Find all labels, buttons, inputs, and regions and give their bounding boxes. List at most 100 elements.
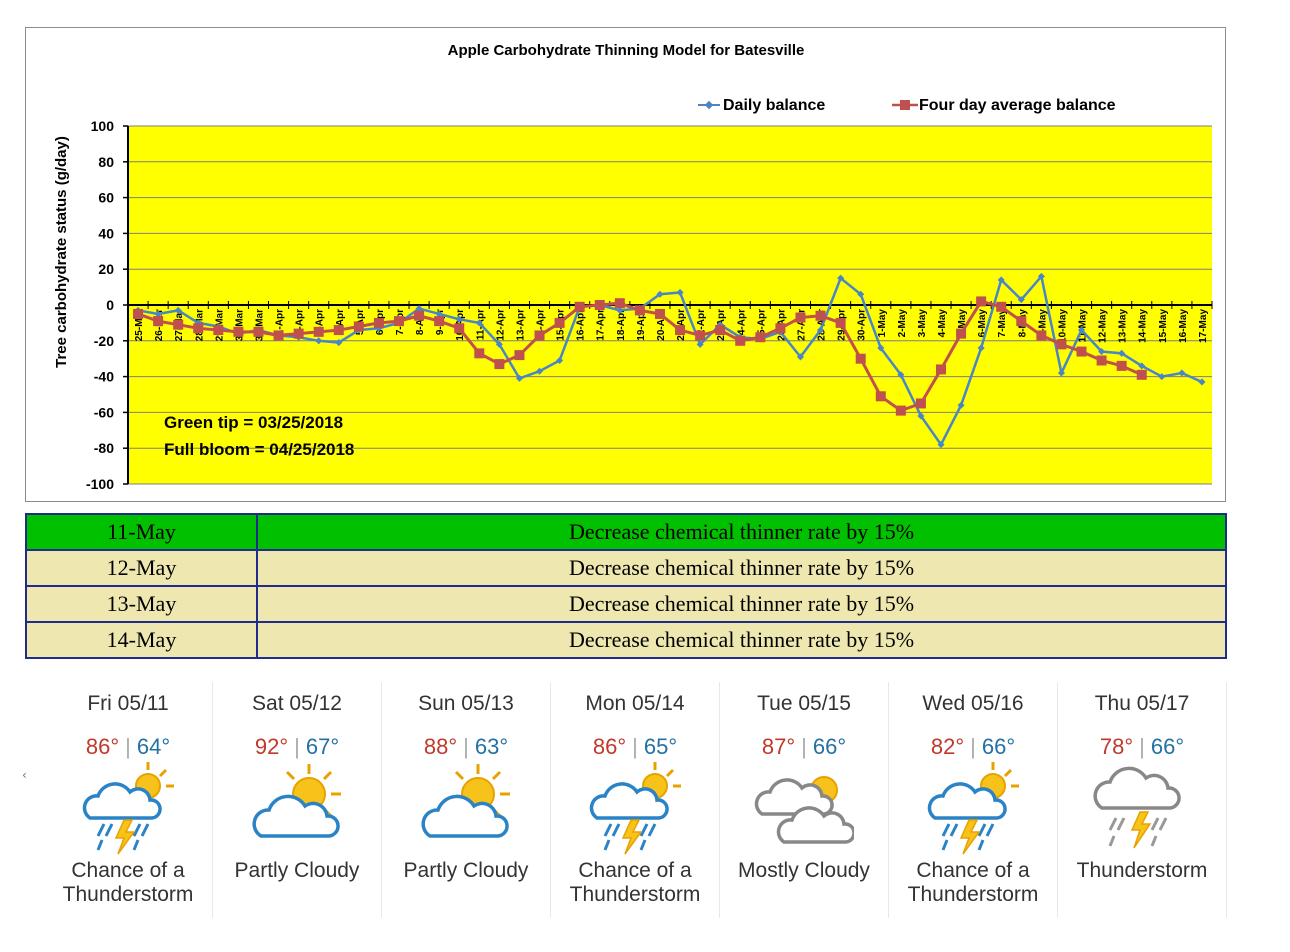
forecast-day[interactable]: Wed 05/16 82° | 66° Chance of a Thunderstorm	[889, 682, 1058, 918]
average-point	[333, 325, 344, 336]
fade-overlay	[382, 910, 550, 918]
average-point	[574, 301, 585, 312]
x-tick-label: 25-Apr	[756, 309, 767, 341]
x-tick-label: 18-Apr	[616, 309, 627, 341]
daily-point	[696, 340, 704, 348]
forecast-condition: Mostly Cloudy	[720, 859, 888, 883]
temp-divider: |	[632, 734, 638, 759]
high-temp: 87°	[761, 734, 796, 759]
legend: Daily balance Four day average balance	[698, 97, 1116, 114]
series-lines	[133, 272, 1206, 449]
average-point	[1056, 339, 1067, 350]
x-tick-label: 27-Apr	[796, 309, 807, 341]
daily-point	[475, 319, 483, 327]
x-tick-label: 16-May	[1178, 309, 1189, 343]
average-point	[373, 317, 384, 328]
carbohydrate-line-chart: Apple Carbohydrate Thinning Model for Ba…	[53, 42, 1213, 492]
average-point	[996, 301, 1007, 312]
condition-line-1: Chance of a	[578, 859, 692, 882]
full-bloom-annotation: Full bloom = 04/25/2018	[164, 440, 354, 459]
forecast-day[interactable]: Sun 05/13 88° | 63° Partly Cloudy	[382, 682, 551, 918]
forecast-day[interactable]: Mon 05/14 86° | 65° Chance of a Thunderstorm	[551, 682, 720, 918]
temp-divider: |	[970, 734, 976, 759]
average-point	[1036, 330, 1047, 341]
average-point	[1136, 369, 1147, 380]
average-point	[815, 310, 826, 321]
average-point	[434, 316, 445, 327]
average-point	[855, 353, 866, 364]
x-tick-label: 12-Apr	[495, 309, 506, 341]
condition-line-2: Thunderstorm	[62, 883, 194, 906]
thunderstorm-icon	[1092, 760, 1192, 858]
partly-cloudy-icon	[416, 760, 516, 858]
x-tick-label: 5-May	[957, 309, 968, 338]
forecast-condition: Chance of a Thunderstorm	[551, 859, 719, 907]
average-point	[394, 316, 404, 327]
x-tick-label: 31-Mar	[254, 309, 265, 341]
average-point	[233, 326, 244, 337]
y-axis-label: Tree carbohydrate status (g/day)	[53, 136, 70, 368]
condition-line-1: Partly Cloudy	[403, 859, 529, 882]
average-point	[735, 335, 746, 346]
y-tick-label: 20	[98, 261, 114, 277]
average-point	[293, 328, 304, 339]
x-tick-label: 4-Apr	[335, 309, 346, 335]
y-tick-label: 100	[91, 118, 115, 134]
average-point	[173, 319, 184, 330]
forecast-condition: Chance of a Thunderstorm	[889, 859, 1057, 907]
forecast-day-name: Mon 05/14	[585, 692, 685, 715]
average-point	[675, 325, 686, 336]
average-point	[1096, 355, 1107, 366]
x-tick-label: 16-Apr	[576, 309, 587, 341]
average-point	[594, 300, 605, 310]
x-tick-label: 14-May	[1138, 309, 1149, 343]
daily-point	[796, 353, 805, 361]
temp-divider: |	[463, 734, 469, 759]
forecast-day[interactable]: Fri 05/11 86° | 64° Chance of a Thunderstorm	[44, 682, 213, 918]
forecast-temps: 82° | 66°	[889, 734, 1057, 760]
x-tick-label: 4-May	[937, 309, 948, 338]
row-action: Decrease chemical thinner rate by 15%	[256, 513, 1227, 551]
low-temp: 65°	[643, 734, 678, 759]
low-temp: 66°	[812, 734, 847, 759]
chart-title: Apple Carbohydrate Thinning Model for Ba…	[448, 42, 805, 59]
average-point	[454, 323, 465, 334]
condition-line-1: Chance of a	[71, 859, 185, 882]
average-point	[1016, 316, 1027, 327]
x-tick-label: 7-May	[997, 309, 1008, 338]
average-point	[514, 350, 525, 361]
average-point	[213, 325, 224, 336]
thunderstorm-sun-icon	[78, 760, 178, 858]
average-point	[976, 296, 987, 307]
mostly-cloudy-icon	[754, 760, 856, 858]
forecast-day[interactable]: Thu 05/17 78° | 66° Thunderstorm	[1058, 682, 1227, 918]
x-tick-label: 3-Apr	[315, 309, 326, 335]
y-tick-label: -60	[94, 404, 114, 420]
y-tick-label: 0	[106, 297, 114, 313]
average-point	[654, 308, 665, 319]
average-point	[534, 330, 545, 341]
y-axis: 100 80 60 40 20 0 -20 -40 -60 -80 -100	[86, 118, 129, 492]
scroll-left-chevron-icon[interactable]: ‹	[22, 768, 27, 782]
x-tick-label: 19-Apr	[636, 309, 647, 341]
forecast-temps: 86° | 65°	[551, 734, 719, 760]
daily-point	[957, 401, 965, 409]
low-temp: 63°	[474, 734, 509, 759]
average-point	[474, 348, 485, 359]
daily-point	[616, 306, 624, 314]
forecast-day[interactable]: Sat 05/12 92° | 67° Partly Cloudy	[213, 682, 382, 918]
row-action: Decrease chemical thinner rate by 15%	[256, 621, 1227, 659]
daily-point	[495, 340, 503, 348]
temp-divider: |	[1139, 734, 1145, 759]
daily-point	[1017, 296, 1025, 304]
x-tick-label: 17-Apr	[596, 309, 607, 341]
partly-cloudy-icon	[247, 760, 347, 858]
daily-point	[174, 306, 182, 314]
forecast-day[interactable]: Tue 05/15 87° | 66° Mostly Cloudy	[720, 682, 889, 918]
average-point	[956, 328, 967, 339]
forecast-condition: Partly Cloudy	[213, 859, 381, 883]
average-point	[554, 317, 565, 328]
daily-point	[656, 290, 664, 298]
weather-forecast-strip: Fri 05/11 86° | 64° Chance of a Thunderstorm S…	[44, 682, 1229, 918]
chart-container: Apple Carbohydrate Thinning Model for Ba…	[25, 27, 1226, 502]
